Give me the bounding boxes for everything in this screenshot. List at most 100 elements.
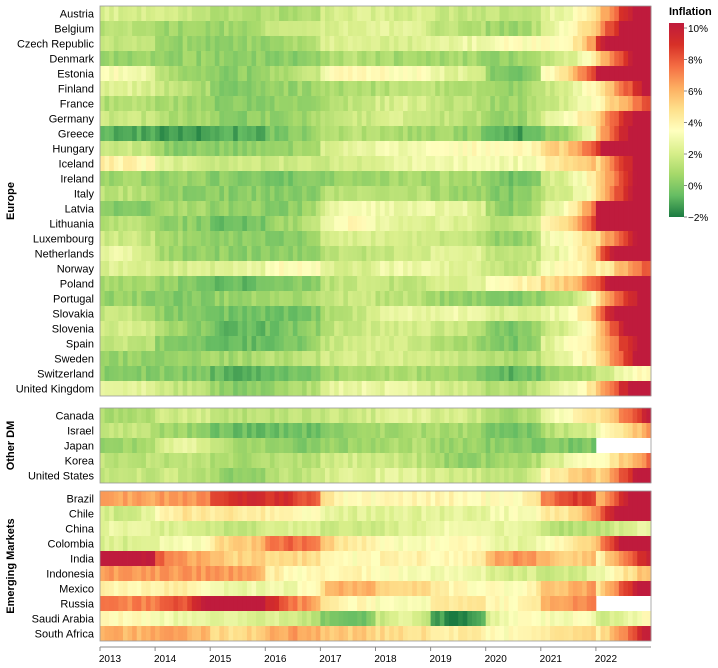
heatmap-cell (508, 216, 514, 231)
heatmap-cell (536, 626, 542, 641)
heatmap-cell (205, 66, 211, 81)
heatmap-cell (540, 171, 546, 186)
heatmap-cell (122, 276, 128, 291)
heatmap-cell (201, 216, 207, 231)
heatmap-cell (104, 156, 110, 171)
country-label: Czech Republic (17, 39, 95, 51)
heatmap-cell (338, 611, 344, 626)
heatmap-cell (412, 201, 418, 216)
heatmap-cell (338, 536, 344, 551)
heatmap-cell (559, 186, 565, 201)
heatmap-cell (343, 408, 349, 423)
heatmap-cell (545, 596, 551, 611)
heatmap-cell (210, 126, 216, 141)
heatmap-cell (274, 491, 280, 506)
heatmap-cell (136, 51, 142, 66)
heatmap-cell (517, 156, 523, 171)
heatmap-cell (426, 468, 431, 483)
heatmap-cell (132, 231, 138, 246)
heatmap-cell (618, 336, 624, 351)
heatmap-cell (269, 366, 275, 381)
heatmap-cell (522, 171, 528, 186)
heatmap-cell (223, 276, 229, 291)
heatmap-cell (426, 306, 431, 321)
heatmap-cell (352, 306, 358, 321)
heatmap-row (100, 261, 652, 276)
heatmap-cell (572, 491, 578, 506)
heatmap-cell (605, 536, 611, 551)
heatmap-cell (159, 408, 165, 423)
heatmap-cell (283, 453, 289, 468)
heatmap-cell (467, 423, 473, 438)
heatmap-cell (435, 581, 441, 596)
heatmap-cell (494, 408, 500, 423)
heatmap-cell (600, 171, 606, 186)
heatmap-cell (343, 596, 349, 611)
heatmap-cell (572, 468, 578, 483)
heatmap-cell (508, 321, 514, 336)
heatmap-cell (292, 626, 298, 641)
heatmap-cell (476, 306, 482, 321)
heatmap-cell (476, 321, 482, 336)
heatmap-cell (279, 141, 285, 156)
heatmap-cell (242, 156, 248, 171)
heatmap-cell (347, 408, 353, 423)
heatmap-cell (205, 321, 211, 336)
heatmap-cell (352, 536, 358, 551)
heatmap-cell (370, 216, 376, 231)
heatmap-cell (426, 536, 431, 551)
heatmap-cell (343, 321, 349, 336)
heatmap-cell (233, 438, 239, 453)
heatmap-cell (201, 171, 207, 186)
heatmap-cell (205, 156, 211, 171)
heatmap-cell (302, 231, 308, 246)
heatmap-cell (306, 291, 312, 306)
heatmap-cell (233, 216, 239, 231)
heatmap-cell (628, 141, 634, 156)
heatmap-cell (609, 201, 615, 216)
heatmap-cell (403, 141, 409, 156)
heatmap-cell (545, 626, 551, 641)
heatmap-cell (205, 186, 211, 201)
heatmap-cell (393, 521, 399, 536)
heatmap-cell (237, 423, 243, 438)
heatmap-cell (352, 66, 358, 81)
heatmap-cell (173, 96, 179, 111)
heatmap-cell (361, 126, 367, 141)
heatmap-cell (554, 111, 560, 126)
heatmap-cell (476, 491, 482, 506)
heatmap-cell (439, 468, 445, 483)
heatmap-cell (416, 231, 422, 246)
heatmap-cell (100, 506, 105, 521)
heatmap-cell (109, 423, 115, 438)
heatmap-cell (595, 111, 601, 126)
heatmap-cell (380, 611, 386, 626)
heatmap-cell (430, 216, 436, 231)
heatmap-cell (435, 506, 441, 521)
heatmap-cell (628, 171, 634, 186)
heatmap-cell (458, 408, 464, 423)
heatmap-cell (637, 186, 643, 201)
heatmap-cell (476, 141, 482, 156)
heatmap-cell (614, 381, 620, 396)
heatmap-cell (605, 186, 611, 201)
heatmap-cell (122, 21, 128, 36)
heatmap-cell (531, 408, 537, 423)
heatmap-cell (618, 491, 624, 506)
heatmap-cell (490, 186, 496, 201)
heatmap-cell (352, 566, 358, 581)
heatmap-cell (187, 216, 193, 231)
heatmap-cell (288, 321, 294, 336)
heatmap-cell (168, 246, 174, 261)
heatmap-cell (430, 81, 436, 96)
heatmap-cell (462, 321, 468, 336)
heatmap-cell (641, 201, 647, 216)
heatmap-cell (159, 438, 165, 453)
heatmap-cell (458, 491, 464, 506)
heatmap-cell (637, 141, 643, 156)
heatmap-cell (536, 321, 542, 336)
heatmap-cell (288, 506, 294, 521)
heatmap-cell (127, 141, 133, 156)
heatmap-cell (237, 336, 243, 351)
heatmap-cell (334, 626, 340, 641)
